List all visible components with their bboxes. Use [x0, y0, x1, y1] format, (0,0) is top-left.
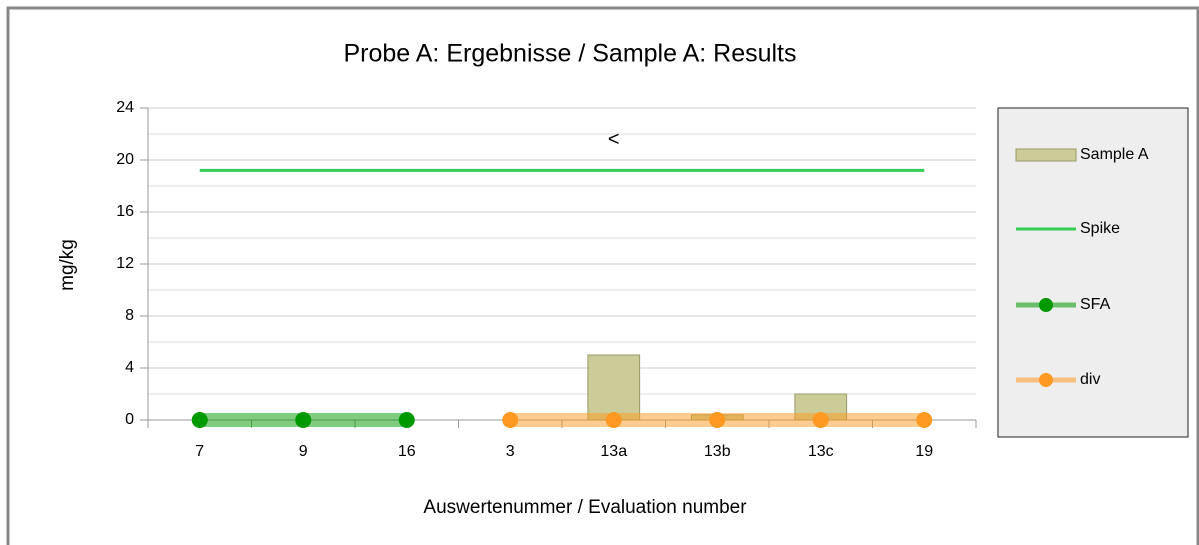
legend-label: Spike: [1080, 220, 1120, 237]
y-tick-label: 0: [125, 411, 134, 428]
point: [295, 412, 312, 428]
y-tick-label: 20: [116, 151, 134, 168]
y-tick-label: 12: [116, 255, 134, 272]
point: [916, 412, 933, 428]
point: [709, 412, 726, 428]
x-axis-label: Auswertenummer / Evaluation number: [423, 497, 747, 518]
legend-marker: [1039, 373, 1053, 387]
legend-marker: [1039, 298, 1053, 312]
x-tick-label: 13a: [600, 443, 627, 460]
y-tick-label: 8: [125, 307, 134, 324]
x-tick-label: 9: [299, 443, 308, 460]
point: [398, 412, 415, 428]
y-tick-label: 4: [125, 359, 134, 376]
x-tick-label: 7: [195, 443, 204, 460]
annotation: <: [608, 129, 620, 151]
y-tick-label: 16: [116, 203, 134, 220]
point: [605, 412, 622, 428]
point: [812, 412, 829, 428]
y-axis-label: mg/kg: [57, 239, 78, 291]
x-tick-label: 19: [915, 443, 933, 460]
x-tick-label: 13c: [808, 443, 834, 460]
y-tick-label: 24: [116, 99, 134, 116]
point: [191, 412, 208, 428]
legend-label: Sample A: [1080, 146, 1149, 163]
legend-label: SFA: [1080, 296, 1111, 313]
point: [502, 412, 519, 428]
chart-title: Probe A: Ergebnisse / Sample A: Results: [343, 40, 796, 68]
bar: [587, 354, 641, 421]
x-tick-label: 3: [506, 443, 515, 460]
legend-label: div: [1080, 371, 1100, 388]
x-tick-label: 13b: [704, 443, 731, 460]
x-tick-label: 16: [398, 443, 416, 460]
legend-swatch: [1015, 148, 1077, 162]
